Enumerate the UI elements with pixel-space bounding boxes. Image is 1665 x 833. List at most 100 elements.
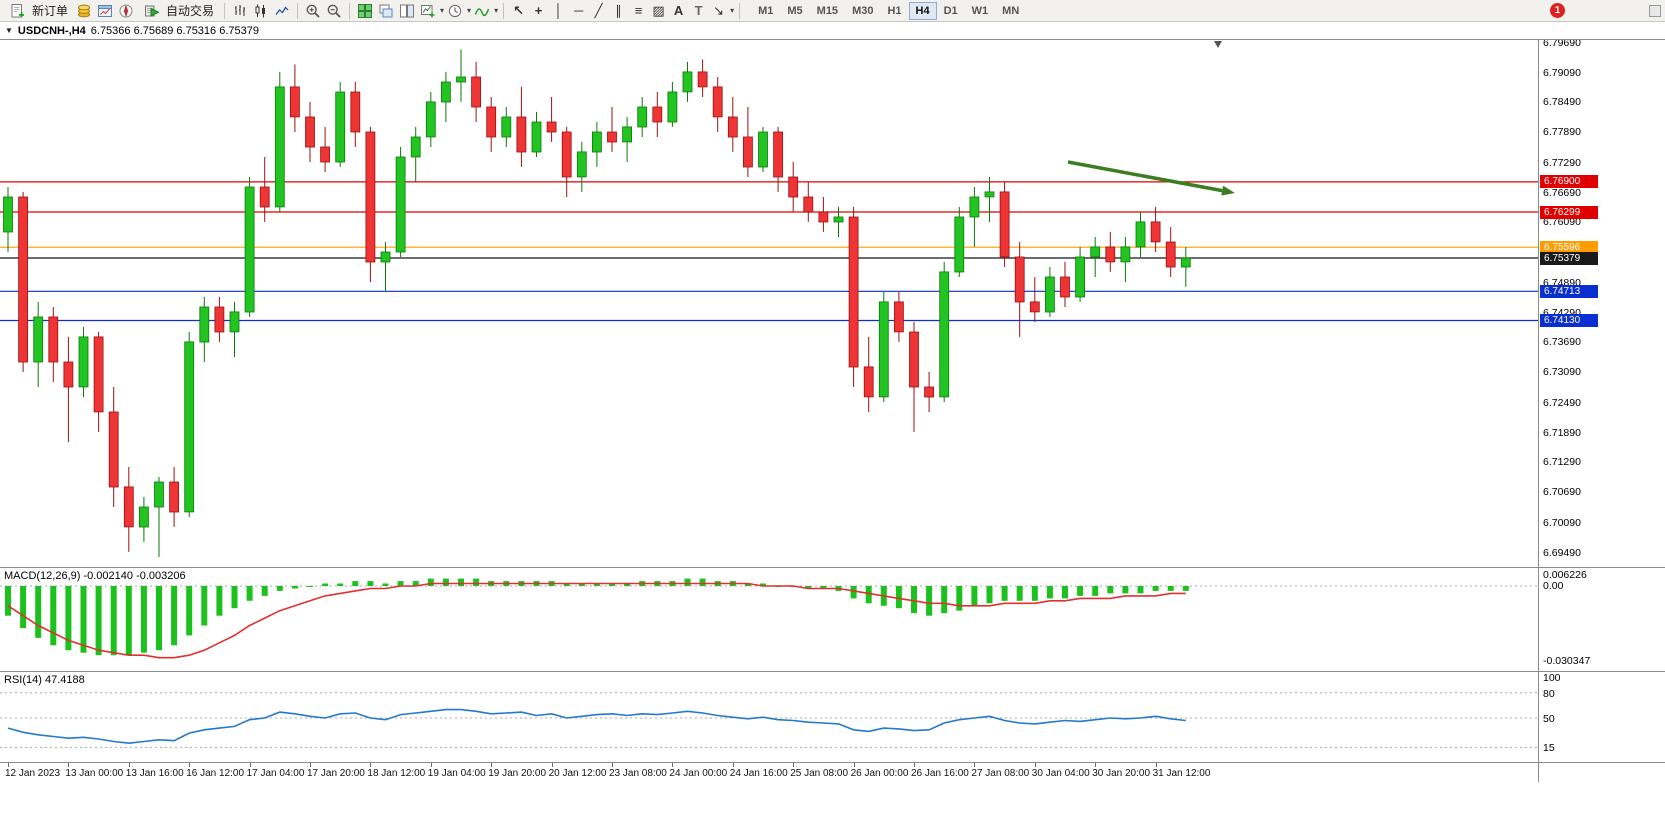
timeframe-m1[interactable]: M1 bbox=[758, 4, 774, 17]
time-axis[interactable]: 12 Jan 2023 13 Jan 00:00 13 Jan 16:00 16 Ja… bbox=[0, 762, 1538, 781]
time-tick bbox=[551, 763, 553, 767]
price-tick: 6.70090 bbox=[1543, 516, 1581, 529]
macd-axis[interactable]: 0.006226 0.00 -0.030347 bbox=[1538, 567, 1665, 671]
macd-signal-line bbox=[7, 582, 1186, 659]
trendline-icon[interactable]: ╱ bbox=[594, 2, 603, 18]
time-label: 25 Jan 08:00 bbox=[790, 768, 849, 779]
time-tick bbox=[370, 763, 372, 767]
text-icon[interactable]: A bbox=[673, 2, 684, 18]
price-tick: 6.76690 bbox=[1543, 186, 1581, 199]
channel-icon[interactable]: ∥ bbox=[615, 2, 622, 18]
time-tick bbox=[128, 763, 130, 767]
price-axis-main[interactable]: 6.79690 6.79090 6.78490 6.77890 6.77290 6.766… bbox=[1538, 40, 1665, 567]
price-tick: 6.71290 bbox=[1543, 456, 1581, 469]
periods-dropdown[interactable] bbox=[445, 1, 465, 21]
auto-trading-icon bbox=[142, 1, 162, 21]
zoom-in-icon[interactable] bbox=[303, 1, 323, 21]
timeframe-w1[interactable]: W1 bbox=[971, 4, 989, 17]
market-watch-icon[interactable] bbox=[74, 1, 94, 21]
toolbar-overflow-button[interactable] bbox=[1649, 5, 1661, 17]
timeframe-mn[interactable]: MN bbox=[1002, 4, 1020, 17]
vertical-line-icon[interactable]: │ bbox=[554, 2, 563, 18]
timeframe-m5[interactable]: M5 bbox=[787, 4, 803, 17]
timeframe-m30[interactable]: M30 bbox=[852, 4, 874, 17]
time-tick bbox=[68, 763, 70, 767]
indicators-dropdown[interactable] bbox=[472, 1, 492, 21]
time-tick bbox=[189, 763, 191, 767]
time-tick bbox=[1095, 763, 1097, 767]
price-tick: 6.73690 bbox=[1543, 336, 1581, 349]
price-tick: 6.71890 bbox=[1543, 426, 1581, 439]
timeframe-h1[interactable]: H1 bbox=[887, 4, 902, 17]
toolbar-separator bbox=[739, 2, 741, 19]
horizontal-level-lines[interactable] bbox=[0, 181, 1538, 322]
arrows-icon[interactable]: ↘ bbox=[713, 2, 725, 18]
price-marker: 6.75596 bbox=[1540, 240, 1598, 254]
chevron-down-icon[interactable]: ▾ bbox=[440, 6, 445, 15]
time-label: 16 Jan 12:00 bbox=[186, 768, 245, 779]
notification-badge[interactable]: 1 bbox=[1550, 3, 1565, 18]
horizontal-line-icon[interactable]: ─ bbox=[573, 2, 584, 18]
timeframe-d1[interactable]: D1 bbox=[943, 4, 958, 17]
trend-arrow-head bbox=[1221, 185, 1235, 196]
time-label: 24 Jan 00:00 bbox=[669, 768, 728, 779]
time-label: 26 Jan 16:00 bbox=[911, 768, 969, 779]
main-chart-canvas[interactable] bbox=[0, 40, 1538, 567]
tile-windows-icon[interactable] bbox=[355, 1, 375, 21]
chart-symbol-period: USDCNH-,H4 bbox=[17, 24, 86, 37]
time-tick bbox=[914, 763, 915, 767]
new-order-button[interactable]: 新订单 bbox=[3, 1, 73, 21]
rsi-axis-label: 80 bbox=[1543, 687, 1555, 700]
price-tick: 6.77290 bbox=[1543, 156, 1581, 169]
chevron-down-icon[interactable]: ▾ bbox=[494, 6, 499, 15]
auto-trading-label: 自动交易 bbox=[166, 4, 215, 18]
trend-arrow[interactable] bbox=[1067, 160, 1223, 193]
price-tick: 6.69490 bbox=[1543, 546, 1581, 559]
macd-canvas[interactable] bbox=[0, 568, 1538, 671]
navigator-icon[interactable] bbox=[116, 1, 136, 21]
label-icon[interactable]: T bbox=[694, 2, 703, 18]
rsi-canvas[interactable] bbox=[0, 672, 1538, 762]
auto-trading-button[interactable]: 自动交易 bbox=[137, 1, 219, 21]
time-tick bbox=[310, 763, 311, 767]
tile-vertical-icon[interactable] bbox=[397, 1, 417, 21]
timeframe-group: M1 M5 M15 M30 H1 H4 D1 W1 MN bbox=[751, 1, 1026, 20]
bar-chart-icon[interactable] bbox=[230, 1, 250, 21]
time-label: 18 Jan 12:00 bbox=[367, 768, 426, 779]
candlestick-chart-icon[interactable] bbox=[251, 1, 271, 21]
line-chart-icon[interactable] bbox=[272, 1, 292, 21]
new-chart-dropdown[interactable] bbox=[418, 1, 438, 21]
timeframe-m15[interactable]: M15 bbox=[816, 4, 839, 17]
rsi-axis[interactable]: 100 80 50 15 bbox=[1538, 671, 1665, 762]
cursor-icon[interactable]: ↖ bbox=[513, 2, 525, 18]
price-tick: 6.78490 bbox=[1543, 96, 1581, 109]
toolbar-separator bbox=[349, 2, 351, 19]
window-menu-icon[interactable]: ▼ bbox=[5, 26, 13, 35]
new-order-icon bbox=[8, 1, 28, 21]
cascade-windows-icon[interactable] bbox=[376, 1, 396, 21]
price-marker: 6.74713 bbox=[1540, 284, 1598, 298]
time-label: 19 Jan 20:00 bbox=[488, 768, 547, 779]
zoom-out-icon[interactable] bbox=[324, 1, 344, 21]
time-label: 13 Jan 00:00 bbox=[65, 768, 124, 779]
time-tick bbox=[974, 763, 976, 767]
chevron-down-icon[interactable]: ▾ bbox=[730, 6, 735, 15]
shapes-icon[interactable]: ▨ bbox=[652, 2, 665, 18]
time-label: 24 Jan 16:00 bbox=[729, 768, 788, 779]
time-tick bbox=[1155, 763, 1157, 767]
macd-axis-label: -0.030347 bbox=[1543, 655, 1591, 667]
chevron-down-icon[interactable]: ▾ bbox=[467, 6, 472, 15]
timeframe-h4[interactable]: H4 bbox=[908, 1, 937, 20]
chart-window-header: ▼ USDCNH-,H4 6.75366 6.75689 6.75316 6.7… bbox=[0, 22, 1665, 40]
chart-shift-marker bbox=[1214, 41, 1222, 48]
fibonacci-icon[interactable]: ≡ bbox=[634, 2, 643, 18]
new-order-label: 新订单 bbox=[32, 4, 69, 18]
price-tick: 6.79690 bbox=[1543, 40, 1581, 49]
time-label: 27 Jan 08:00 bbox=[971, 768, 1030, 779]
crosshair-icon[interactable]: + bbox=[534, 2, 543, 18]
toolbar-separator bbox=[297, 2, 299, 19]
time-label: 26 Jan 00:00 bbox=[850, 768, 909, 779]
charts-window-icon[interactable] bbox=[95, 1, 115, 21]
chart-ohlc-values: 6.75366 6.75689 6.75316 6.75379 bbox=[90, 24, 259, 37]
time-label: 19 Jan 04:00 bbox=[427, 768, 486, 779]
